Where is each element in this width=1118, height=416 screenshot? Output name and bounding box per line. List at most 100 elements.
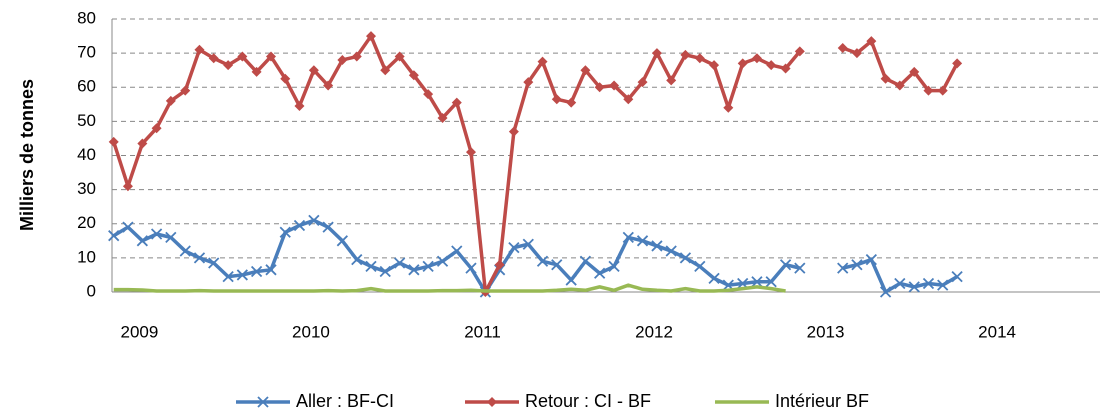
marker [122, 181, 133, 192]
legend-item: Retour : CI - BF [465, 391, 651, 411]
marker [751, 53, 762, 64]
marker [108, 136, 119, 147]
marker [565, 274, 577, 286]
marker [150, 228, 163, 240]
marker [909, 66, 920, 77]
marker [236, 269, 248, 281]
marker [651, 240, 663, 252]
marker [794, 46, 805, 57]
y-tick-label: 20 [77, 213, 96, 232]
marker [952, 58, 963, 69]
marker [894, 277, 906, 290]
marker [566, 97, 577, 108]
x-tick-label: 2009 [121, 322, 159, 341]
x-tick-label: 2014 [978, 322, 1016, 341]
marker [257, 396, 269, 408]
marker [193, 252, 206, 264]
marker [365, 260, 377, 273]
marker [865, 253, 877, 266]
marker [179, 245, 191, 257]
y-tick-label: 50 [77, 111, 96, 130]
marker [780, 63, 791, 74]
marker [551, 259, 563, 271]
marker [122, 221, 134, 233]
y-tick-label: 30 [77, 179, 96, 198]
marker [237, 51, 248, 62]
marker [423, 89, 434, 100]
marker [323, 80, 334, 91]
marker [680, 49, 691, 60]
marker [380, 65, 391, 76]
marker [594, 267, 606, 279]
x-tick-label: 2012 [635, 322, 673, 341]
marker [766, 60, 777, 71]
y-tick-label: 60 [77, 77, 96, 96]
marker [651, 48, 662, 59]
marker [937, 279, 949, 291]
marker [622, 231, 634, 244]
legend-label: Intérieur BF [775, 391, 869, 411]
marker [866, 36, 877, 47]
marker [336, 235, 348, 247]
marker [765, 276, 777, 288]
marker [337, 54, 348, 65]
marker [623, 94, 634, 105]
marker [723, 102, 734, 113]
marker [923, 85, 934, 96]
marker [165, 231, 177, 244]
marker [937, 85, 948, 96]
marker [922, 277, 935, 290]
marker [737, 58, 748, 69]
marker [536, 255, 549, 267]
marker [522, 238, 534, 250]
marker [265, 264, 277, 276]
marker [636, 235, 649, 247]
marker [322, 221, 334, 233]
series-line [113, 283, 786, 293]
marker [351, 253, 363, 266]
marker [136, 235, 148, 247]
marker [223, 60, 234, 71]
marker [279, 226, 291, 238]
marker [437, 112, 448, 123]
marker [580, 65, 591, 76]
marker [694, 260, 706, 273]
marker [108, 230, 120, 242]
marker [308, 65, 319, 76]
marker [422, 260, 434, 273]
marker [436, 255, 449, 267]
marker [294, 101, 305, 112]
marker [451, 245, 463, 257]
marker [537, 56, 548, 67]
marker [523, 77, 534, 88]
marker [366, 31, 377, 42]
marker [151, 123, 162, 134]
y-tick-label: 40 [77, 145, 96, 164]
marker [208, 257, 220, 269]
marker [308, 214, 320, 226]
x-tick-label: 2011 [464, 322, 501, 341]
marker [880, 73, 891, 84]
marker [579, 255, 592, 267]
marker [165, 95, 176, 106]
marker [751, 276, 763, 288]
marker [951, 271, 963, 283]
marker [194, 44, 205, 55]
marker [466, 147, 477, 158]
marker [508, 242, 520, 254]
marker [266, 51, 277, 62]
marker [608, 260, 620, 273]
marker [694, 53, 705, 64]
marker [609, 80, 620, 91]
marker [794, 262, 806, 274]
marker [351, 51, 362, 62]
marker [222, 271, 234, 283]
marker [487, 397, 497, 407]
y-tick-label: 80 [77, 8, 96, 27]
marker [709, 60, 720, 71]
marker [394, 257, 406, 269]
legend-item: Aller : BF-CI [236, 391, 394, 411]
marker [208, 53, 219, 64]
marker [251, 66, 262, 77]
marker [594, 82, 605, 93]
